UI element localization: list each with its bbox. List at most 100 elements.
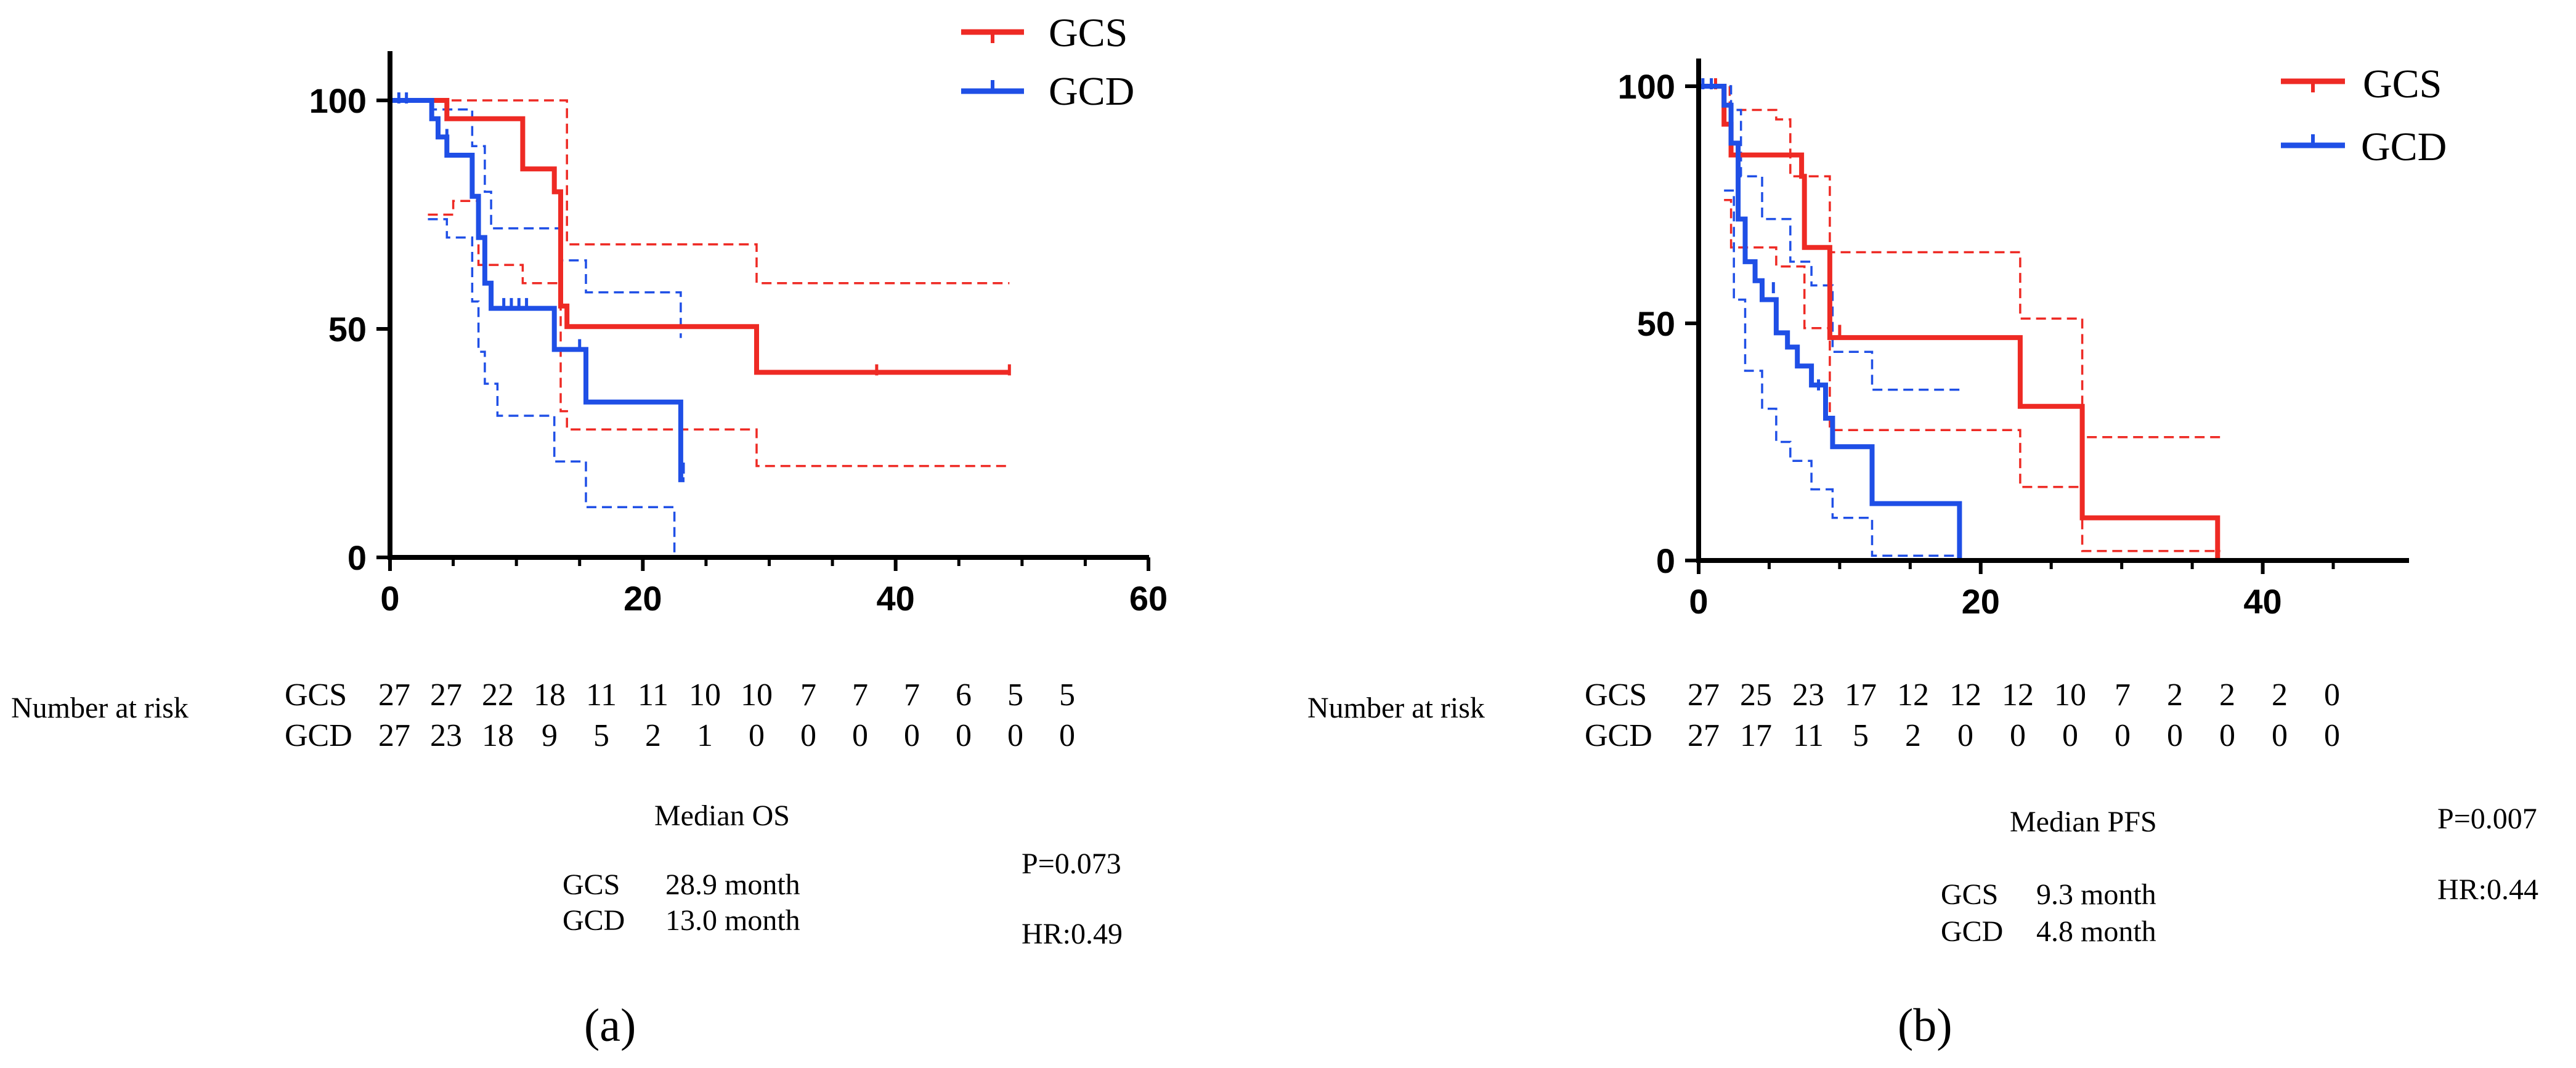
x-tick-label: 0 [1689,582,1708,621]
risk-count: 12 [2002,678,2034,713]
summary-gcs-value: 28.9 month [665,868,800,901]
summary-gcs-group: GCS [1941,878,1998,911]
x-tick-label: 20 [1962,582,2000,621]
risk-count: 27 [430,678,462,713]
risk-count: 12 [1949,678,1981,713]
gcs-ci-lower-line [1724,199,2220,552]
risk-count: 10 [2054,678,2086,713]
curves-layer [1699,78,2220,560]
risk-count: 1 [697,718,713,753]
risk-count: 10 [741,678,773,713]
risk-count: 27 [1688,718,1720,753]
y-tick-label: 0 [347,538,367,577]
risk-count: 27 [378,718,410,753]
risk-count: 2 [645,718,661,753]
risk-count: 0 [1007,718,1023,753]
risk-count: 0 [956,718,972,753]
risk-count: 0 [800,718,816,753]
summary-gcd-group: GCD [1941,915,2003,948]
ticks: 0 20 40 0 50 100 [1618,67,2335,621]
legend-a: GCS GCD [961,10,1134,114]
risk-count: 2 [2167,678,2183,713]
risk-heading: Number at risk [11,692,189,724]
ticks: 0 20 40 60 0 50 100 [309,81,1168,618]
risk-count: 12 [1897,678,1929,713]
gcd-survival-curve [390,98,685,482]
risk-table-a: Number at risk GCS GCD 27 27 22 18 11 11 10 10 7… [11,678,1075,753]
risk-row-gcd: 27 23 18 9 5 2 1 0 0 0 0 0 0 0 [378,718,1075,753]
y-tick-label: 50 [328,310,367,349]
panel-label-a: (a) [584,1000,636,1051]
plot-a: 0 20 40 60 0 50 100 [309,51,1168,618]
risk-count: 7 [800,678,816,713]
risk-count: 9 [542,718,558,753]
risk-count: 0 [904,718,920,753]
gcs-ci-lower-line [428,200,1010,467]
risk-row-gcs: 27 25 23 17 12 12 12 10 7 2 2 2 0 [1688,678,2340,713]
gcd-ci-lower-line [1724,189,1960,557]
x-tick-label: 60 [1129,579,1168,618]
risk-count: 2 [1905,718,1921,753]
risk-count: 2 [2219,678,2235,713]
risk-count: 23 [430,718,462,753]
risk-count: 0 [2272,718,2288,753]
panel-label-b: (b) [1898,1000,1952,1051]
risk-count: 10 [689,678,721,713]
risk-count: 11 [586,678,617,713]
risk-count: 27 [1688,678,1720,713]
summary-a: Median OS GCS 28.9 month GCD 13.0 month … [563,799,1123,1051]
risk-count: 17 [1740,718,1772,753]
risk-count: 17 [1845,678,1877,713]
risk-heading: Number at risk [1307,692,1485,724]
y-tick-label: 50 [1637,304,1675,343]
summary-title: Median PFS [2010,806,2157,838]
axes [388,51,1149,560]
risk-count: 5 [1059,678,1075,713]
risk-count: 0 [2010,718,2026,753]
x-tick-label: 20 [624,579,662,618]
p-value: P=0.007 [2437,803,2537,835]
summary-gcd-value: 4.8 month [2036,915,2156,948]
ci-layer [390,99,1010,559]
x-tick-label: 40 [877,579,915,618]
risk-count: 18 [482,718,514,753]
risk-count: 0 [2219,718,2235,753]
risk-count: 27 [378,678,410,713]
hazard-ratio: HR:0.44 [2437,873,2538,906]
risk-count: 25 [1740,678,1772,713]
risk-group-gcs: GCS [285,678,347,713]
risk-count: 22 [482,678,514,713]
risk-group-gcs: GCS [1585,678,1647,713]
p-value: P=0.073 [1022,848,1121,880]
risk-count: 11 [638,678,668,713]
summary-gcs-group: GCS [563,868,620,901]
risk-count: 18 [534,678,566,713]
gcd-ci-upper-line [390,99,682,338]
risk-count: 6 [956,678,972,713]
y-tick-label: 100 [309,81,367,120]
plot-b: 0 20 40 0 50 100 [1618,59,2409,621]
gcd-ci-lower-line [428,218,681,559]
risk-count: 7 [904,678,920,713]
risk-count: 0 [1957,718,1973,753]
risk-count: 0 [2062,718,2078,753]
legend-gcs-label: GCS [1049,10,1128,55]
y-tick-label: 0 [1656,541,1675,580]
ci-layer [1699,85,2220,557]
axes [1696,59,2409,563]
risk-count: 0 [1059,718,1075,753]
risk-count: 0 [852,718,868,753]
legend-gcd-label: GCD [1049,69,1134,114]
gcs-survival-curve [390,98,1010,375]
risk-count: 0 [749,718,765,753]
legend-b: GCS GCD [2281,62,2447,169]
risk-count: 23 [1792,678,1824,713]
y-tick-label: 100 [1618,67,1675,106]
hazard-ratio: HR:0.49 [1022,918,1123,950]
summary-b: Median PFS GCS 9.3 month GCD 4.8 month P… [1898,803,2538,1051]
risk-count: 5 [1853,718,1869,753]
summary-gcs-value: 9.3 month [2036,878,2156,911]
